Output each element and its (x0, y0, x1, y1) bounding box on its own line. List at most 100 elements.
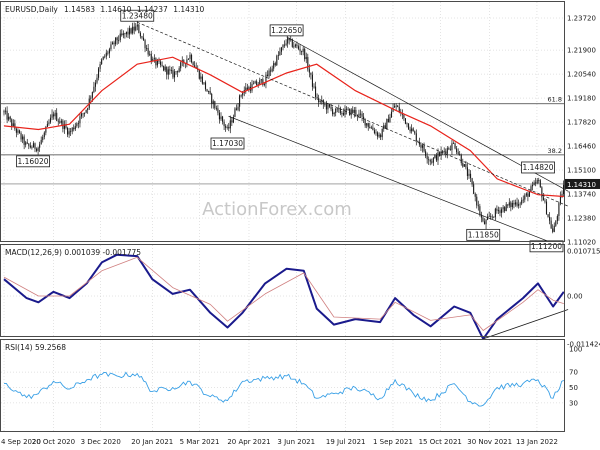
candle-body (372, 127, 374, 131)
candle-body (85, 110, 87, 113)
date-axis-label: 1 Sep 2021 (373, 438, 413, 446)
candle-body (102, 56, 104, 60)
candle-body (330, 106, 332, 110)
candle-body (206, 89, 208, 92)
candle-body (276, 55, 278, 66)
candle-body (541, 187, 543, 198)
candle-body (48, 122, 50, 124)
candle-body (111, 42, 114, 45)
rsi-axis-label: 100 (569, 346, 582, 354)
price-axis-label: 1.16460 (567, 143, 596, 151)
candle-body (136, 24, 138, 27)
candle-body (228, 126, 230, 129)
candle-body (525, 193, 527, 196)
candle-body (420, 144, 422, 148)
candle-body (465, 164, 467, 168)
candle-body (435, 155, 437, 161)
candle-body (538, 180, 540, 181)
candle-body (406, 123, 408, 125)
candle-body (147, 48, 149, 55)
candle-body (73, 127, 75, 130)
candle-body (130, 28, 132, 34)
candle-body (418, 142, 420, 145)
candle-body (104, 56, 106, 58)
candle-body (135, 26, 137, 31)
swing-label: 1.17030 (212, 139, 243, 148)
rsi-axis-label: 70 (569, 369, 578, 377)
candle-body (90, 97, 92, 99)
candle-body (9, 116, 11, 120)
candle-body (260, 79, 262, 81)
candle-body (460, 154, 462, 164)
candle-body (259, 80, 261, 85)
swing-label: 1.11850 (468, 231, 499, 240)
candle-body (274, 63, 276, 66)
candle-body (59, 121, 61, 123)
swing-label: 1.16020 (18, 157, 49, 166)
candle-body (473, 184, 475, 194)
candle-body (119, 33, 121, 41)
candle-body (366, 123, 368, 126)
candle-body (201, 76, 203, 84)
candle-body (141, 36, 143, 38)
candle-body (559, 195, 561, 204)
candle-body (42, 136, 44, 140)
candle-body (530, 186, 532, 192)
candle-body (79, 116, 81, 124)
candle-body (29, 145, 31, 148)
date-axis-label: 3 Dec 2020 (81, 438, 121, 446)
macd-panel-title: MACD(12,26,9) 0.001039 -0.001775 (5, 248, 141, 257)
price-panel-ohlc: 1.14583 1.14610 1.14237 1.14310 (64, 5, 204, 14)
candle-body (349, 108, 351, 116)
candle-body (301, 51, 303, 53)
candle-body (518, 204, 520, 206)
candle-body (528, 191, 530, 197)
candle-body (67, 128, 69, 135)
candle-body (12, 123, 14, 127)
candle-body (166, 66, 168, 75)
candle-body (338, 108, 340, 110)
candle-body (490, 216, 492, 218)
candle-body (380, 134, 382, 138)
price-axis-label: 1.19180 (567, 95, 596, 103)
candle-body (510, 202, 512, 208)
swing-label-box (521, 161, 555, 174)
candle-body (121, 33, 123, 36)
rsi-axis-label: 30 (569, 399, 578, 407)
swing-label: 1.22650 (271, 26, 302, 35)
candle-body (414, 131, 416, 134)
candle-body (226, 126, 228, 128)
candle-body (105, 52, 107, 57)
candle-body (110, 44, 112, 50)
candle-body (316, 96, 318, 99)
candle-body (446, 148, 448, 154)
date-axis-label: 20 Jan 2021 (131, 438, 173, 446)
candle-body (175, 71, 177, 73)
candle-body (324, 104, 326, 105)
candle-body (49, 117, 52, 123)
candle-body (521, 200, 523, 204)
candle-body (426, 155, 428, 160)
date-axis-label: 13 Jan 2022 (516, 438, 558, 446)
ohlc-low: 1.14237 (137, 5, 168, 14)
candle-body (65, 124, 67, 129)
candle-body (204, 82, 207, 90)
channel-line (137, 21, 569, 207)
candle-body (57, 120, 59, 122)
candle-body (313, 86, 315, 88)
candle-body (428, 159, 430, 161)
candle-body (113, 42, 115, 45)
candle-body (463, 164, 465, 167)
candle-body (98, 68, 100, 78)
candle-body (277, 55, 279, 56)
candle-body (194, 65, 196, 67)
swing-label-box (16, 155, 50, 168)
candle-body (70, 131, 72, 133)
candle-body (536, 180, 538, 184)
candle-body (440, 151, 442, 156)
candle-body (386, 118, 388, 129)
candle-body (82, 113, 84, 115)
candle-body (415, 133, 417, 141)
candle-body (80, 113, 83, 117)
